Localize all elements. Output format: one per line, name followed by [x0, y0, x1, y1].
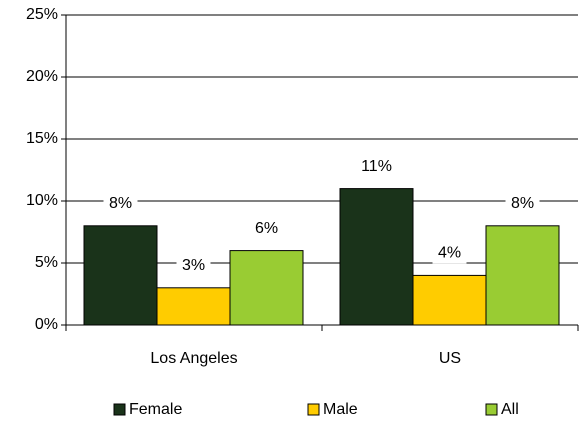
bar — [485, 225, 560, 326]
value-label: 8% — [109, 195, 132, 212]
value-label: 3% — [182, 257, 205, 274]
label-bg — [176, 255, 211, 276]
x-tick-label: Los Angeles — [150, 350, 237, 367]
legend-label: Male — [323, 401, 358, 418]
y-tick-label: 15% — [26, 130, 58, 147]
value-label: 6% — [255, 220, 278, 237]
bar — [83, 225, 158, 326]
y-tick-label: 10% — [26, 192, 58, 209]
label-bg — [359, 156, 394, 177]
y-tick-label: 5% — [35, 254, 58, 271]
y-tick-label: 20% — [26, 68, 58, 85]
label-bg — [432, 243, 467, 264]
value-label: 4% — [438, 245, 461, 262]
legend-swatch — [485, 403, 498, 416]
label-bg — [249, 218, 284, 239]
label-bg — [103, 193, 138, 214]
value-label: 11% — [361, 158, 392, 175]
bar — [229, 250, 304, 326]
y-tick-label: 0% — [35, 316, 58, 333]
legend-swatch — [307, 403, 320, 416]
legend-label: All — [501, 401, 519, 418]
legend-swatch — [113, 403, 126, 416]
y-tick-label: 25% — [26, 6, 58, 23]
bar — [156, 287, 231, 326]
value-label: 8% — [511, 195, 534, 212]
bar — [339, 188, 414, 326]
label-bg — [505, 193, 540, 214]
x-tick-label: US — [439, 350, 461, 367]
legend-label: Female — [129, 401, 182, 418]
bar — [412, 274, 487, 326]
